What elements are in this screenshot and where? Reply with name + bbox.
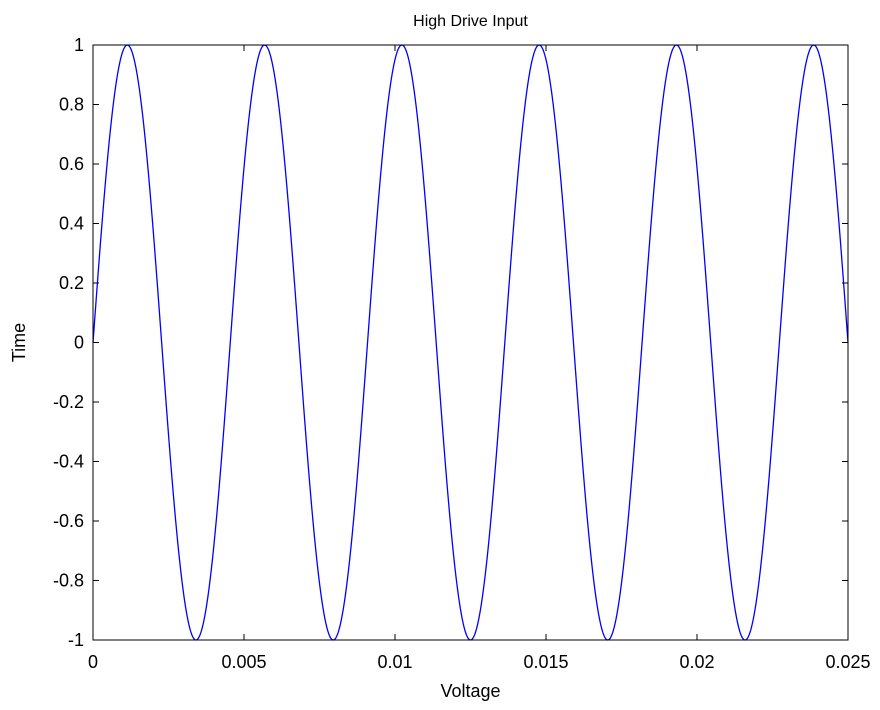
y-tick-label: 0.6 xyxy=(59,154,84,174)
y-axis-label: Time xyxy=(9,323,29,362)
x-tick-label: 0.025 xyxy=(825,652,870,672)
x-tick-label: 0.02 xyxy=(679,652,714,672)
series-line xyxy=(92,44,849,641)
y-axis-ticks: -1 -0.8 -0.6 -0.4 -0.2 0 0.2 0.4 0.6 0.8 1 xyxy=(53,35,848,650)
y-tick-label: -1 xyxy=(68,630,84,650)
y-tick-label: 0.4 xyxy=(59,214,84,234)
x-axis-label: Voltage xyxy=(440,681,500,701)
y-tick-label: 0.8 xyxy=(59,95,84,115)
y-tick-label: 0.2 xyxy=(59,273,84,293)
chart-title: High Drive Input xyxy=(413,13,528,30)
y-tick-label: 0 xyxy=(74,333,84,353)
y-tick-label: -0.6 xyxy=(53,511,84,531)
x-tick-label: 0 xyxy=(88,652,98,672)
y-tick-label: 1 xyxy=(74,35,84,55)
y-tick-label: -0.2 xyxy=(53,392,84,412)
x-tick-label: 0.015 xyxy=(523,652,568,672)
y-tick-label: -0.8 xyxy=(53,571,84,591)
y-tick-label: -0.4 xyxy=(53,452,84,472)
plot-area-frame xyxy=(92,44,849,641)
x-axis-ticks: 0 0.005 0.01 0.015 0.02 0.025 xyxy=(88,45,871,672)
x-tick-label: 0.005 xyxy=(221,652,266,672)
x-tick-label: 0.01 xyxy=(377,652,412,672)
